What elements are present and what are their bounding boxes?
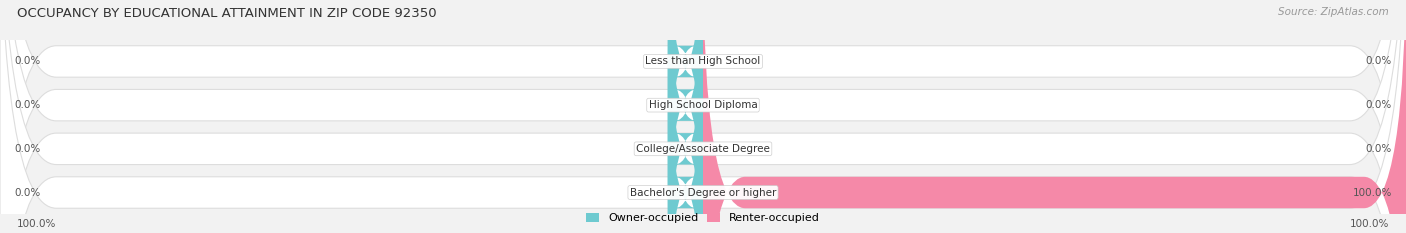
Text: 100.0%: 100.0%	[1353, 188, 1392, 198]
Text: 0.0%: 0.0%	[1365, 144, 1392, 154]
Text: College/Associate Degree: College/Associate Degree	[636, 144, 770, 154]
Text: Bachelor's Degree or higher: Bachelor's Degree or higher	[630, 188, 776, 198]
FancyBboxPatch shape	[668, 0, 703, 233]
Text: 0.0%: 0.0%	[14, 188, 41, 198]
Text: 0.0%: 0.0%	[1365, 56, 1392, 66]
Text: 0.0%: 0.0%	[1365, 100, 1392, 110]
Text: High School Diploma: High School Diploma	[648, 100, 758, 110]
FancyBboxPatch shape	[668, 34, 703, 233]
Text: 0.0%: 0.0%	[14, 100, 41, 110]
Text: Less than High School: Less than High School	[645, 56, 761, 66]
Text: Source: ZipAtlas.com: Source: ZipAtlas.com	[1278, 7, 1389, 17]
Text: 100.0%: 100.0%	[1350, 219, 1389, 229]
Legend: Owner-occupied, Renter-occupied: Owner-occupied, Renter-occupied	[581, 208, 825, 227]
FancyBboxPatch shape	[703, 0, 1406, 233]
Text: 0.0%: 0.0%	[14, 56, 41, 66]
FancyBboxPatch shape	[668, 0, 703, 220]
Text: 0.0%: 0.0%	[14, 144, 41, 154]
Text: OCCUPANCY BY EDUCATIONAL ATTAINMENT IN ZIP CODE 92350: OCCUPANCY BY EDUCATIONAL ATTAINMENT IN Z…	[17, 7, 436, 20]
FancyBboxPatch shape	[668, 0, 703, 233]
Text: 100.0%: 100.0%	[17, 219, 56, 229]
